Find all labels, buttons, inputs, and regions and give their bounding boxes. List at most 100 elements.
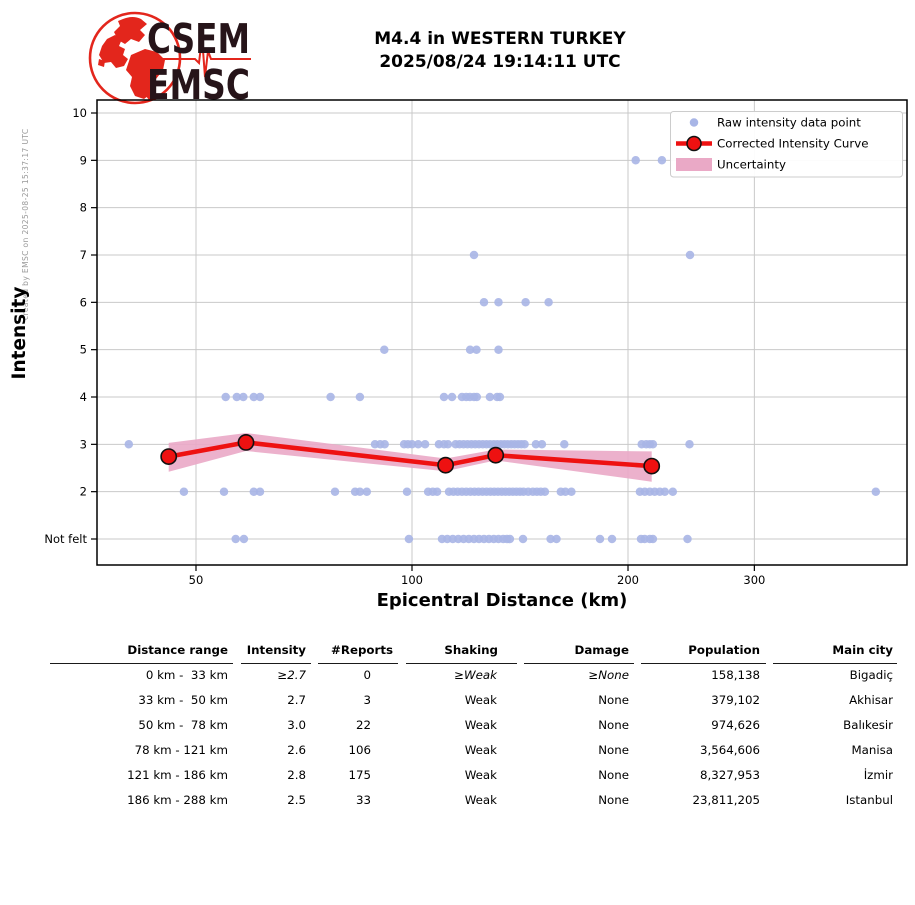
raw-data-point — [494, 345, 503, 354]
curve-marker — [643, 457, 661, 475]
raw-data-point — [447, 392, 457, 402]
table-header-cell: Distance range — [127, 643, 228, 657]
raw-data-point — [505, 534, 515, 544]
raw-data-point — [249, 487, 259, 496]
table-cell: ≥None — [588, 668, 629, 682]
table-header-rule — [241, 662, 311, 664]
y-axis-label: Intensity — [9, 287, 30, 380]
raw-data-point — [469, 250, 479, 260]
table-cell: 186 km - 288 km — [127, 793, 228, 807]
table-cell: Akhisar — [849, 693, 893, 707]
table-cell: None — [598, 718, 629, 732]
raw-data-point — [567, 487, 576, 496]
corrected-intensity-curve — [160, 433, 661, 475]
raw-data-point — [239, 534, 249, 544]
raw-data-point — [485, 392, 495, 402]
legend-label: Raw intensity data point — [717, 116, 861, 130]
table-header-rule — [773, 662, 897, 664]
table-header-rule — [524, 662, 634, 664]
page-title: M4.4 in WESTERN TURKEY 2025/08/24 19:14:… — [85, 28, 915, 74]
raw-data-point — [668, 487, 678, 496]
table-cell: 0 km - 33 km — [145, 668, 228, 682]
y-tick-label: 5 — [80, 343, 87, 357]
raw-data-point — [607, 534, 617, 544]
table-cell: ≥2.7 — [277, 668, 306, 682]
raw-data-points — [124, 156, 881, 544]
raw-data-point — [472, 345, 481, 354]
table-cell: 106 — [348, 743, 371, 757]
legend: Raw intensity data point Corrected Intens… — [670, 111, 903, 178]
y-tick-label: Not felt — [44, 532, 87, 546]
raw-data-point — [465, 345, 475, 354]
raw-data-point — [683, 534, 692, 544]
table-header-rule — [641, 662, 766, 664]
plot-frame — [96, 99, 908, 566]
raw-data-point — [404, 534, 414, 544]
legend-curve-marker-icon — [686, 135, 702, 152]
curve-marker — [160, 448, 178, 465]
table-header-rule — [406, 662, 517, 664]
table-cell: 23,811,205 — [692, 793, 760, 807]
table-cell: 3.0 — [287, 718, 306, 732]
intensity-chart: 10 9 8 7 6 5 4 3 2 Not felt 50 100 200 300 Raw intens… — [9, 99, 908, 611]
table-cell: Weak — [464, 793, 497, 807]
raw-data-point — [402, 487, 412, 496]
raw-data-point — [443, 440, 453, 449]
table-header-cell: Main city — [832, 643, 893, 657]
raw-data-point — [221, 392, 230, 402]
table-cell: 2.6 — [287, 743, 306, 757]
legend-raw-point-icon — [689, 118, 699, 127]
raw-data-point — [407, 440, 417, 449]
raw-data-point — [255, 487, 265, 496]
table-cell: 974,626 — [711, 718, 760, 732]
curve-marker — [487, 446, 505, 464]
raw-data-point — [326, 392, 335, 402]
raw-data-point — [595, 534, 605, 544]
table-cell: ≥Weak — [454, 668, 497, 682]
table-cell: Balıkesir — [843, 718, 893, 732]
table-cell: None — [598, 793, 629, 807]
raw-data-point — [380, 440, 389, 449]
raw-data-point — [355, 392, 365, 402]
raw-data-point — [179, 487, 189, 496]
table-cell: Weak — [464, 768, 497, 782]
x-tick-label: 50 — [189, 573, 204, 587]
table-cell: 8,327,953 — [699, 768, 760, 782]
raw-data-point — [520, 440, 529, 449]
table-cell: 121 km - 186 km — [127, 768, 228, 782]
table-header-cell: Shaking — [444, 643, 498, 657]
raw-data-point — [420, 440, 430, 449]
table-cell: 50 km - 78 km — [138, 718, 228, 732]
raw-data-point — [495, 392, 505, 402]
raw-data-point — [544, 298, 553, 307]
raw-data-point — [472, 392, 482, 402]
raw-data-point — [439, 392, 449, 402]
table-cell: 22 — [355, 718, 371, 732]
table-cell: 2.7 — [287, 693, 306, 707]
table-header-cell: #Reports — [331, 643, 393, 657]
x-axis-label: Epicentral Distance (km) — [377, 590, 628, 611]
y-tick-label: 6 — [80, 295, 87, 309]
curve-marker — [237, 433, 255, 451]
logo-csem-text: CSEM — [147, 15, 250, 63]
legend-uncertainty-icon — [676, 158, 712, 171]
y-tick-label: 9 — [80, 153, 87, 167]
table-cell: Bigadiç — [849, 668, 893, 682]
table-cell: None — [598, 743, 629, 757]
raw-data-point — [479, 298, 489, 307]
raw-data-point — [685, 440, 694, 449]
raw-data-point — [518, 534, 528, 544]
raw-data-point — [560, 440, 569, 449]
raw-data-point — [648, 534, 658, 544]
table-cell: Weak — [464, 743, 497, 757]
y-tick-label: 10 — [72, 106, 87, 120]
y-tick-label: 4 — [80, 390, 87, 404]
raw-data-point — [362, 487, 372, 496]
table-cell: 158,138 — [711, 668, 760, 682]
table-header-rule — [318, 662, 398, 664]
raw-data-point — [380, 345, 389, 354]
table-cell: Istanbul — [845, 793, 893, 807]
table-cell: None — [598, 768, 629, 782]
raw-data-point — [255, 392, 265, 402]
title-line-2: 2025/08/24 19:14:11 UTC — [379, 52, 621, 72]
